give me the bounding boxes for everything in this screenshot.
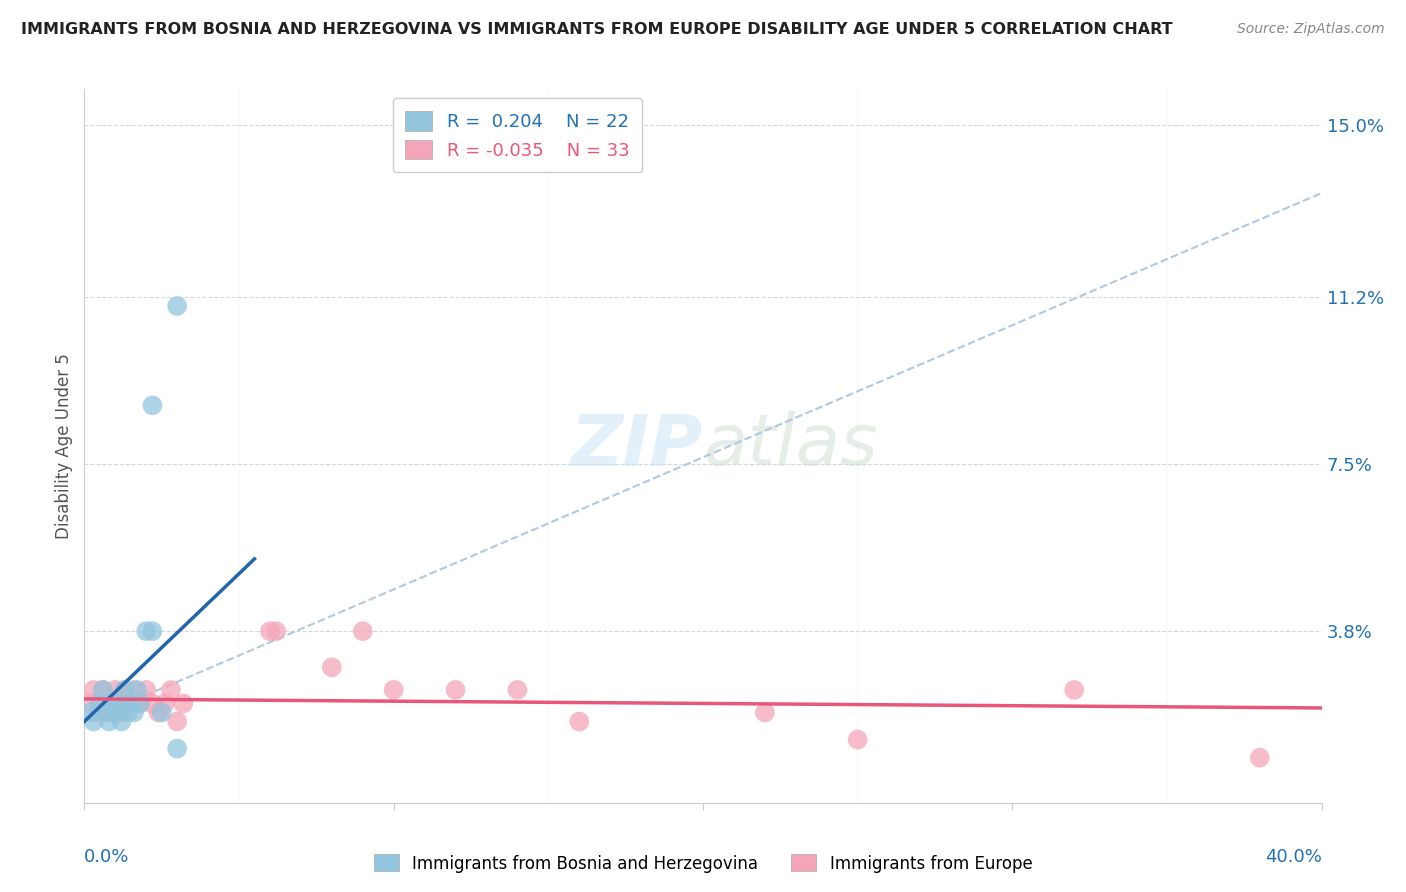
Point	[166, 741, 188, 756]
Point	[506, 682, 529, 697]
Text: atlas: atlas	[703, 411, 877, 481]
Point	[104, 682, 127, 697]
Point	[83, 714, 105, 729]
Y-axis label: Disability Age Under 5: Disability Age Under 5	[55, 353, 73, 539]
Point	[166, 299, 188, 313]
Legend: Immigrants from Bosnia and Herzegovina, Immigrants from Europe: Immigrants from Bosnia and Herzegovina, …	[367, 847, 1039, 880]
Point	[117, 697, 139, 711]
Point	[141, 624, 163, 639]
Text: ZIP: ZIP	[571, 411, 703, 481]
Point	[1063, 682, 1085, 697]
Point	[110, 714, 132, 729]
Point	[101, 706, 124, 720]
Point	[846, 732, 869, 747]
Point	[117, 706, 139, 720]
Point	[98, 714, 121, 729]
Point	[114, 682, 136, 697]
Point	[89, 706, 111, 720]
Point	[98, 697, 121, 711]
Point	[94, 706, 117, 720]
Point	[107, 697, 129, 711]
Point	[259, 624, 281, 639]
Point	[264, 624, 287, 639]
Point	[129, 697, 152, 711]
Point	[125, 682, 148, 697]
Point	[91, 682, 114, 697]
Point	[754, 706, 776, 720]
Point	[122, 706, 145, 720]
Text: IMMIGRANTS FROM BOSNIA AND HERZEGOVINA VS IMMIGRANTS FROM EUROPE DISABILITY AGE : IMMIGRANTS FROM BOSNIA AND HERZEGOVINA V…	[21, 22, 1173, 37]
Point	[148, 706, 170, 720]
Point	[382, 682, 405, 697]
Point	[120, 697, 142, 711]
Legend: R =  0.204    N = 22, R = -0.035    N = 33: R = 0.204 N = 22, R = -0.035 N = 33	[392, 98, 643, 172]
Point	[153, 697, 176, 711]
Point	[150, 706, 173, 720]
Point	[110, 706, 132, 720]
Point	[160, 682, 183, 697]
Point	[101, 697, 124, 711]
Point	[107, 697, 129, 711]
Point	[321, 660, 343, 674]
Point	[1249, 750, 1271, 764]
Point	[166, 714, 188, 729]
Point	[172, 697, 194, 711]
Point	[352, 624, 374, 639]
Point	[83, 682, 105, 697]
Point	[79, 706, 101, 720]
Point	[568, 714, 591, 729]
Point	[129, 697, 152, 711]
Point	[135, 682, 157, 697]
Point	[444, 682, 467, 697]
Point	[135, 624, 157, 639]
Point	[122, 682, 145, 697]
Text: 40.0%: 40.0%	[1265, 848, 1322, 866]
Point	[104, 706, 127, 720]
Text: 0.0%: 0.0%	[84, 848, 129, 866]
Text: Source: ZipAtlas.com: Source: ZipAtlas.com	[1237, 22, 1385, 37]
Point	[141, 697, 163, 711]
Point	[79, 697, 101, 711]
Point	[89, 697, 111, 711]
Point	[141, 398, 163, 412]
Point	[91, 682, 114, 697]
Point	[114, 682, 136, 697]
Point	[94, 706, 117, 720]
